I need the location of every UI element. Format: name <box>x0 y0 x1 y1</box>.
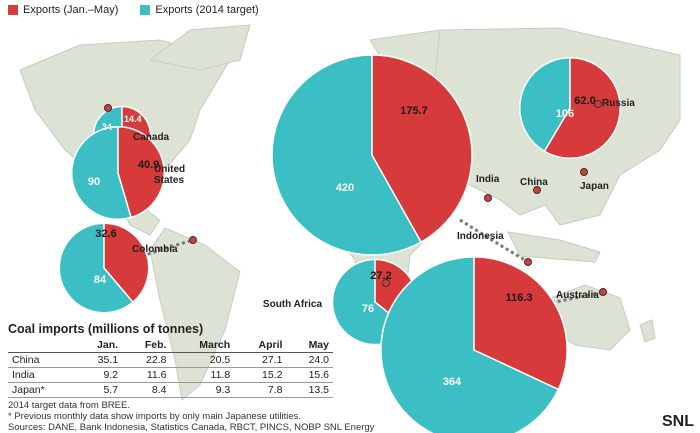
imports-cell: 8.4 <box>122 382 171 398</box>
imports-header-feb: Feb. <box>122 338 171 353</box>
legend-item-jan-may: Exports (Jan.–May) <box>8 4 118 16</box>
country-label-line: States <box>154 175 184 186</box>
table-row: Japan* 5.7 8.4 9.3 7.8 13.5 <box>8 382 333 398</box>
value-label-jan-may-colombia: 32.6 <box>95 228 116 240</box>
dot-south-africa <box>382 279 390 287</box>
note-japan: * Previous monthly data show imports by … <box>8 411 302 422</box>
imports-row-label: India <box>8 367 75 383</box>
imports-cell: 9.2 <box>74 367 123 383</box>
footnotes: 2014 target data from BREE. * Previous m… <box>8 400 374 433</box>
country-labels: 14.4 34 Canada 40.9 90 United States 32.6 84 Colo… <box>88 95 635 388</box>
imports-cell: 22.8 <box>122 352 171 368</box>
imports-cell: 9.3 <box>170 382 235 398</box>
table-row: China 35.1 22.8 20.5 27.1 24.0 <box>8 352 333 368</box>
imports-cell: 35.1 <box>74 352 123 368</box>
country-label-line: South Africa <box>263 299 323 310</box>
country-label-united-states: United States <box>154 164 185 186</box>
legend-swatch-jan-may <box>8 5 18 15</box>
imports-header-april: April <box>234 338 287 353</box>
imports-title: Coal imports (millions of tonnes) <box>8 322 204 336</box>
dot-india <box>484 194 492 202</box>
connector-australia <box>539 290 604 307</box>
dot-indonesia <box>524 258 532 266</box>
country-label-canada: Canada <box>133 132 170 143</box>
country-label-line: Australia <box>556 290 599 301</box>
country-label-indonesia: Indonesia <box>457 231 504 242</box>
imports-cell: 13.5 <box>286 382 333 398</box>
imports-cell: 24.0 <box>286 352 333 368</box>
imports-header-row: Jan. Feb. March April May <box>8 338 333 353</box>
imports-cell: 5.7 <box>74 382 123 398</box>
table-row: India 9.2 11.6 11.8 15.2 15.6 <box>8 367 333 383</box>
pies <box>58 54 621 433</box>
value-label-target-south-africa: 76 <box>362 303 374 315</box>
country-label-australia: Australia <box>556 290 599 301</box>
value-label-jan-may-south-africa: 27.2 <box>370 270 391 282</box>
value-label-jan-may-australia: 116.3 <box>506 292 533 304</box>
imports-header-may: May <box>286 338 333 353</box>
country-label-india: India <box>476 174 500 185</box>
imports-cell: 7.8 <box>234 382 287 398</box>
dot-colombia <box>189 236 197 244</box>
imports-row-label: China <box>8 352 75 368</box>
country-label-line: Canada <box>133 132 170 143</box>
country-label-japan: Japan <box>580 181 609 192</box>
dot-australia <box>599 288 607 296</box>
value-label-target-colombia: 84 <box>94 274 107 286</box>
country-label-line: Russia <box>602 98 635 109</box>
imports-header-march: March <box>170 338 235 353</box>
imports-cell: 20.5 <box>170 352 235 368</box>
dot-china <box>533 186 541 194</box>
imports-header-country <box>8 338 75 353</box>
legend-item-target: Exports (2014 target) <box>140 4 259 16</box>
legend-label-jan-may: Exports (Jan.–May) <box>23 4 119 16</box>
note-target-source: 2014 target data from BREE. <box>8 400 130 411</box>
value-label-jan-may-canada: 14.4 <box>124 114 142 124</box>
country-label-china: China <box>520 177 548 188</box>
dot-japan <box>580 168 588 176</box>
imports-cell: 11.8 <box>170 367 235 383</box>
imports-cell: 11.6 <box>122 367 171 383</box>
value-label-jan-may-indonesia: 175.7 <box>400 105 428 117</box>
imports-cell: 15.6 <box>286 367 333 383</box>
dot-russia <box>594 100 602 108</box>
imports-grid: Jan. Feb. March April May China 35.1 22.… <box>8 338 333 398</box>
value-label-target-australia: 364 <box>443 376 462 388</box>
country-label-line: Colombia <box>132 244 178 255</box>
legend-swatch-target <box>140 5 151 15</box>
imports-cell: 15.2 <box>234 367 287 383</box>
value-label-target-united-states: 90 <box>88 176 100 188</box>
pie-jan-may-colombia <box>103 222 150 304</box>
imports-cell: 27.1 <box>234 352 287 368</box>
value-label-target-indonesia: 420 <box>336 182 354 194</box>
pie-jan-may-australia <box>473 256 568 391</box>
legend: Exports (Jan.–May) Exports (2014 target) <box>8 4 259 16</box>
pie-jan-may-united-states <box>117 125 166 219</box>
snl-logo: SNL <box>662 413 694 430</box>
note-sources: Sources: DANE, Bank Indonesia, Statistic… <box>8 422 375 433</box>
country-label-line: United <box>154 164 185 175</box>
value-label-jan-may-united-states: 40.9 <box>138 159 159 171</box>
country-label-line: Indonesia <box>457 231 504 242</box>
country-label-russia: Russia <box>602 98 635 109</box>
dot-canada <box>104 104 112 112</box>
pie-jan-may-russia <box>543 57 621 159</box>
legend-label-target: Exports (2014 target) <box>155 4 259 16</box>
country-label-colombia: Colombia <box>132 244 178 255</box>
value-label-target-canada: 34 <box>102 122 112 132</box>
imports-header-jan: Jan. <box>74 338 123 353</box>
country-label-south-africa: South Africa <box>263 299 323 310</box>
pie-jan-may-indonesia <box>371 54 473 244</box>
value-label-jan-may-russia: 62.0 <box>574 95 595 107</box>
imports-row-label: Japan* <box>8 382 75 398</box>
coal-imports-table: Coal imports (millions of tonnes) Jan. F… <box>8 322 333 398</box>
value-label-target-russia: 106 <box>556 108 574 120</box>
